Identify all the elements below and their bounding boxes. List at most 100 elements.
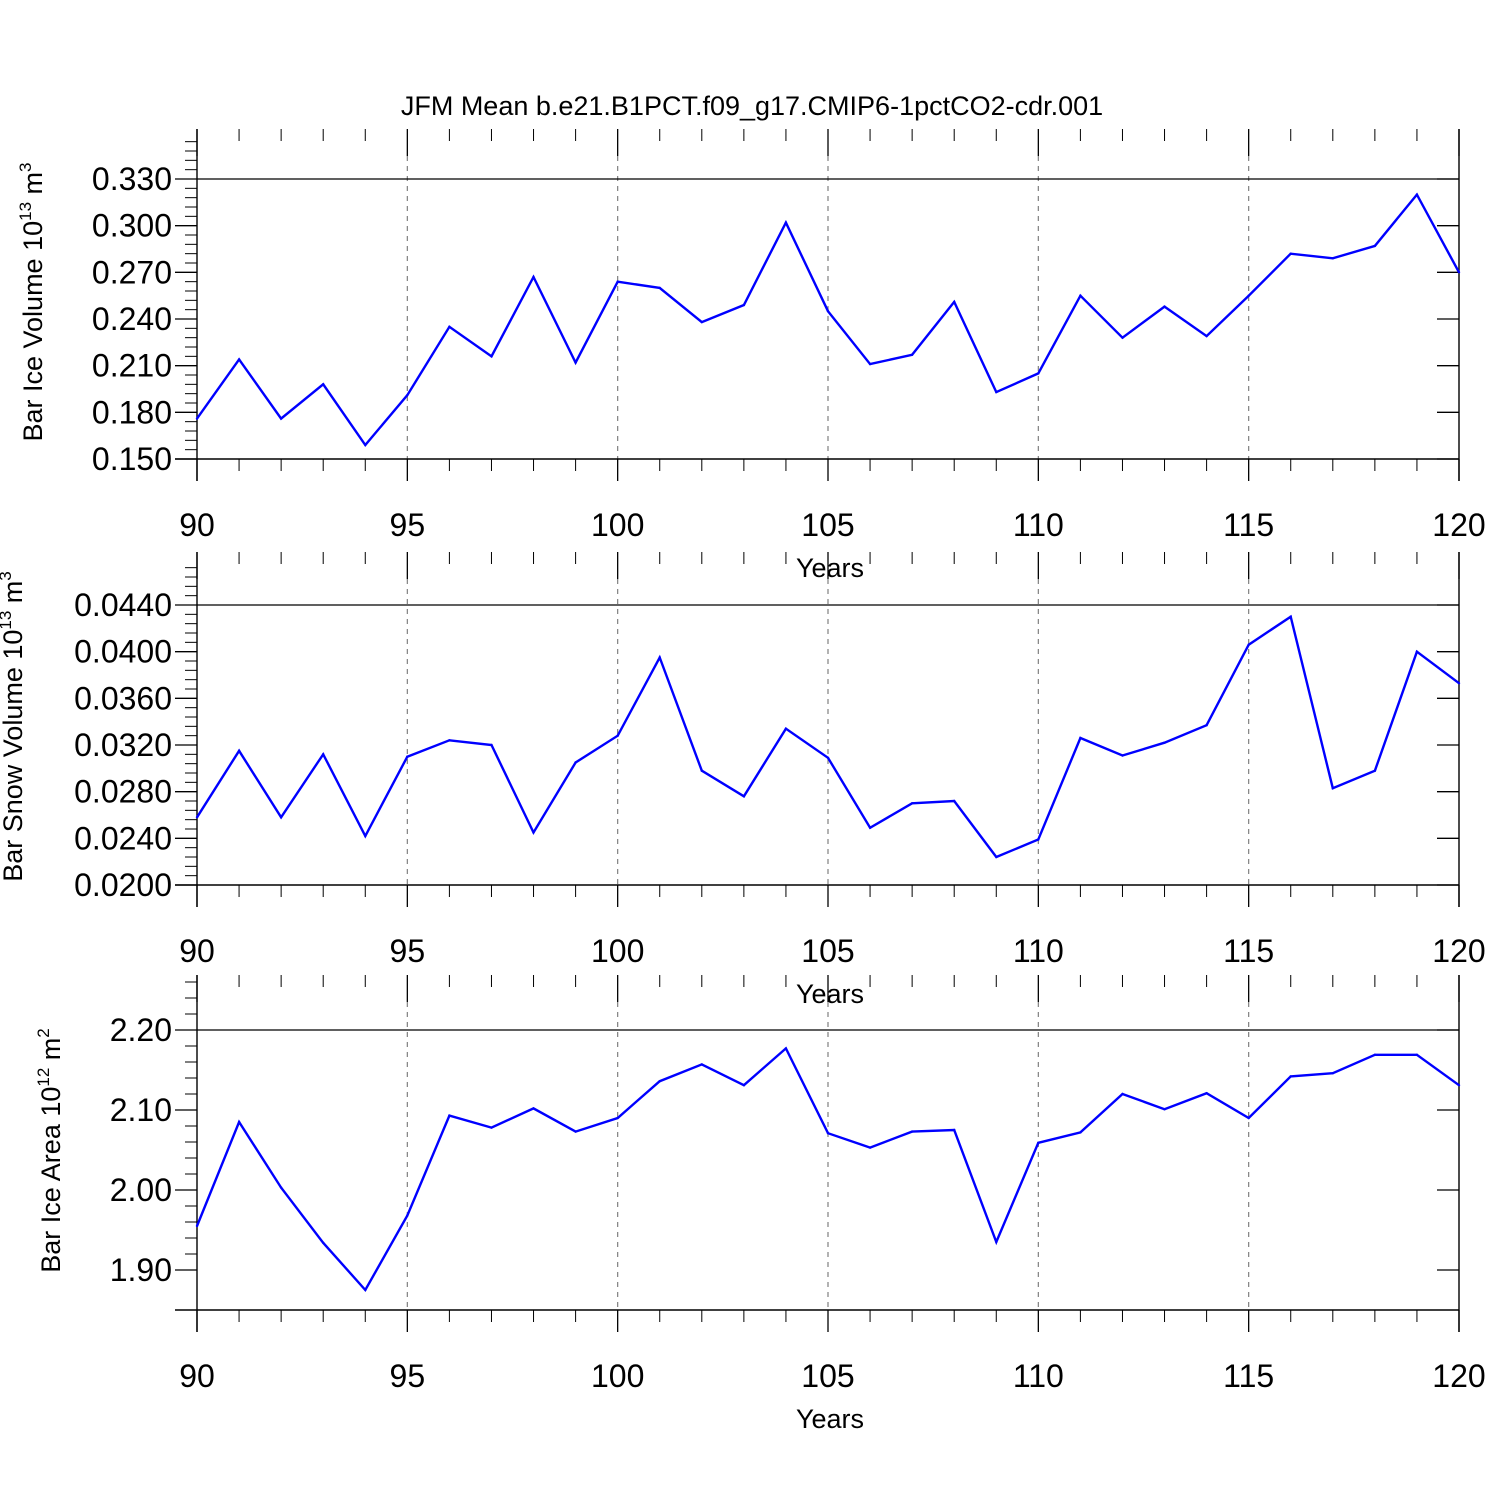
x-tick-label: 105 [801, 933, 854, 969]
data-point [826, 1132, 830, 1135]
data-point [868, 826, 872, 829]
y-tick-label: 0.240 [92, 301, 172, 337]
data-point [1121, 1092, 1124, 1096]
data-point [910, 353, 914, 356]
x-tick-label: 105 [801, 1358, 854, 1394]
data-point [868, 362, 872, 366]
panel-3: 1.90 2.00 2.10 2.20 90 95 100 105 110 115 120 Years… [34, 975, 1486, 1434]
data-point [574, 761, 577, 764]
data-point [279, 1186, 283, 1189]
data-point [532, 275, 535, 279]
x-tick-label: 95 [390, 1358, 426, 1394]
data-point [1121, 754, 1124, 757]
data-point [237, 1120, 241, 1124]
y-tick-label: 0.330 [92, 161, 172, 197]
y-tick-label: 0.0200 [74, 867, 172, 903]
data-point [784, 221, 788, 224]
data-point [237, 358, 241, 361]
data-point [616, 1116, 619, 1120]
y-tick-label: 0.0320 [74, 727, 172, 763]
data-point [322, 753, 325, 756]
data-point [1415, 193, 1419, 196]
data-point [1289, 615, 1292, 618]
chart-title: JFM Mean b.e21.B1PCT.f09_g17.CMIP6-1pctC… [401, 91, 1103, 121]
y-tick-label: 0.0360 [74, 680, 172, 716]
data-point [616, 734, 619, 737]
data-point [910, 802, 914, 805]
data-point [1079, 736, 1082, 740]
x-tick-label: 90 [179, 507, 215, 543]
x-axis-label: Years [796, 553, 864, 583]
data-point [1331, 257, 1335, 260]
data-point [742, 303, 746, 307]
x-tick-label: 110 [1013, 933, 1064, 969]
data-point [1289, 1075, 1292, 1078]
data-point [1247, 643, 1250, 646]
data-point [995, 390, 998, 394]
data-point [742, 1084, 746, 1087]
data-point [237, 749, 241, 752]
data-point [953, 799, 956, 803]
data-point [532, 1107, 535, 1110]
data-point [1415, 1053, 1419, 1057]
y-tick-label: 2.10 [110, 1092, 172, 1128]
y-tick-label: 0.0440 [74, 587, 172, 623]
y-tick-label: 1.90 [110, 1252, 172, 1288]
data-point [1205, 1092, 1208, 1095]
data-point [1079, 294, 1082, 297]
y-tick-label: 0.0280 [74, 774, 172, 810]
x-axis-label: Years [796, 979, 864, 1009]
data-point [364, 1288, 367, 1292]
data-point [700, 1063, 703, 1066]
y-axis-label: Bar Ice Area 1012 m2 [34, 1028, 66, 1273]
data-point [448, 325, 451, 328]
y-tick-label: 0.0400 [74, 634, 172, 670]
y-axis-label: Bar Ice Volume 1013 m3 [16, 162, 48, 441]
x-tick-label: 90 [179, 1358, 215, 1394]
data-point [1037, 838, 1040, 841]
data-point [1163, 741, 1166, 744]
data-point [406, 1214, 409, 1217]
data-point [490, 743, 493, 747]
x-tick-label: 105 [801, 507, 854, 543]
data-point [700, 769, 703, 772]
y-tick-label: 0.150 [92, 441, 172, 477]
data-point [784, 1047, 788, 1050]
data-point [532, 831, 535, 834]
x-tick-label: 120 [1432, 933, 1485, 969]
data-point [406, 394, 409, 397]
data-point [1163, 1108, 1166, 1111]
data-point [1415, 650, 1419, 653]
data-point [1373, 244, 1377, 248]
y-tick-label: 0.300 [92, 208, 172, 244]
data-point [364, 443, 367, 447]
x-tick-label: 100 [591, 933, 644, 969]
data-point [322, 1241, 325, 1245]
data-point [658, 286, 661, 290]
data-point [995, 855, 998, 859]
x-axis-label: Years [796, 1404, 864, 1434]
data-point [1205, 334, 1208, 338]
data-point [1331, 1072, 1335, 1075]
y-tick-label: 0.0240 [74, 820, 172, 856]
x-tick-label: 110 [1013, 1358, 1064, 1394]
x-tick-label: 120 [1432, 1358, 1485, 1394]
x-tick-label: 100 [591, 507, 644, 543]
data-point [953, 1128, 956, 1132]
x-tick-label: 95 [390, 933, 426, 969]
data-point [1373, 1053, 1377, 1057]
data-point [1037, 372, 1040, 375]
data-point [195, 816, 199, 819]
data-point [742, 795, 746, 798]
y-tick-label: 0.210 [92, 348, 172, 384]
data-point [1457, 271, 1461, 274]
data-point [910, 1130, 914, 1133]
data-point [1457, 1084, 1461, 1087]
data-point [490, 355, 493, 358]
x-tick-label: 100 [591, 1358, 644, 1394]
data-point [448, 1114, 451, 1117]
y-tick-label: 2.00 [110, 1172, 172, 1208]
data-point [448, 739, 451, 742]
data-point [574, 361, 577, 364]
